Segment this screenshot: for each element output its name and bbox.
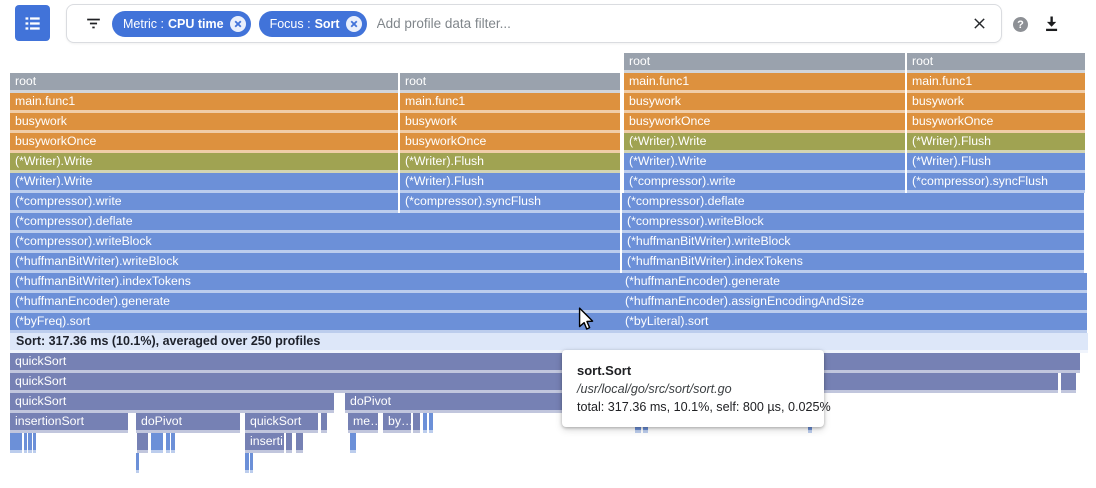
menu-button[interactable]	[15, 5, 50, 41]
flame-frame[interactable]	[286, 433, 292, 453]
flame-frame[interactable]	[296, 433, 303, 453]
flame-frame[interactable]: (*Writer).Flush	[907, 153, 1085, 173]
flame-frame[interactable]: root	[400, 73, 620, 93]
chip-value: CPU time	[167, 16, 224, 31]
flame-frame[interactable]: (*huffmanBitWriter).indexTokens	[10, 273, 620, 293]
flame-frame[interactable]: (*compressor).syncFlush	[907, 173, 1085, 193]
flame-frame[interactable]: (*compressor).write	[624, 173, 905, 193]
flame-frame[interactable]	[137, 433, 148, 453]
flame-frame[interactable]: quickSort	[10, 353, 1080, 373]
tooltip-source-path: /usr/local/go/src/sort/sort.go	[577, 382, 732, 396]
flame-frame[interactable]: (*Writer).Write	[10, 173, 398, 193]
flame-frame[interactable]: root	[907, 53, 1085, 73]
chip-list: Metric : CPU time Focus : Sort	[112, 10, 375, 37]
flame-frame[interactable]: (*compressor).deflate	[622, 193, 1084, 213]
flame-frame[interactable]: (*Writer).Flush	[400, 153, 620, 173]
flame-frame[interactable]: inserti…	[245, 433, 284, 453]
flame-frame[interactable]: (*Writer).Write	[10, 153, 398, 173]
flame-frame[interactable]	[24, 433, 27, 453]
chip-label: Focus :	[269, 16, 311, 31]
flame-frame[interactable]: busywork	[10, 113, 398, 133]
clear-filter-icon[interactable]	[971, 15, 988, 32]
flame-frame[interactable]: (*compressor).syncFlush	[400, 193, 620, 213]
flame-frame[interactable]: (*byFreq).sort	[10, 313, 620, 333]
flame-frame[interactable]: me…	[348, 413, 378, 433]
flame-frame[interactable]	[429, 413, 433, 433]
flame-frame[interactable]: (*huffmanBitWriter).indexTokens	[622, 253, 1084, 273]
chip-remove-icon[interactable]	[229, 15, 246, 32]
filter-chip[interactable]: Metric : CPU time	[112, 10, 251, 37]
flame-frame[interactable]: by…	[383, 413, 411, 433]
flame-frame[interactable]: (*huffmanBitWriter).writeBlock	[622, 233, 1084, 253]
flame-frame[interactable]: (*compressor).write	[10, 193, 398, 213]
flame-frame[interactable]: doPivot	[136, 413, 240, 433]
flame-frame[interactable]: quickSort	[10, 373, 1058, 393]
flame-frame[interactable]: busywork	[400, 113, 620, 133]
flame-frame[interactable]: (*huffmanEncoder).generate	[620, 273, 1087, 293]
chip-label: Metric :	[123, 16, 164, 31]
flame-frame[interactable]	[10, 433, 22, 453]
flame-frame[interactable]: main.func1	[907, 73, 1085, 93]
flame-frame[interactable]	[1061, 373, 1076, 393]
flame-frame[interactable]: (*huffmanEncoder).assignEncodingAndSize	[620, 293, 1087, 313]
help-icon[interactable]: ?	[1013, 17, 1028, 32]
flame-frame[interactable]: (*byLiteral).sort	[620, 313, 1087, 333]
flame-frame[interactable]	[350, 433, 356, 453]
flame-frame[interactable]	[151, 433, 163, 453]
focus-row[interactable]: Sort: 317.36 ms (10.1%), averaged over 2…	[10, 333, 1088, 353]
flame-frame[interactable]	[28, 433, 32, 453]
flame-frame[interactable]: (*huffmanBitWriter).writeBlock	[10, 253, 620, 273]
flame-frame[interactable]: root	[10, 73, 398, 93]
flame-frame[interactable]: (*huffmanEncoder).generate	[10, 293, 620, 313]
flame-frame[interactable]: busyworkOnce	[907, 113, 1085, 133]
flame-frame[interactable]: (*compressor).deflate	[10, 213, 620, 233]
filter-list-icon[interactable]	[84, 14, 103, 33]
flame-frame[interactable]	[321, 413, 327, 433]
flame-frame[interactable]: busyworkOnce	[400, 133, 620, 153]
flame-frame[interactable]: main.func1	[10, 93, 398, 113]
flame-frame[interactable]: (*Writer).Flush	[907, 133, 1085, 153]
help-glyph: ?	[1017, 18, 1024, 31]
flame-frame[interactable]: main.func1	[624, 73, 905, 93]
tooltip-stats: total: 317.36 ms, 10.1%, self: 800 µs, 0…	[577, 400, 831, 414]
flame-frame[interactable]: quickSort	[10, 393, 334, 413]
flame-frame[interactable]: (*Writer).Flush	[400, 173, 620, 193]
flame-frame[interactable]: (*Writer).Write	[624, 133, 905, 153]
chip-value: Sort	[314, 16, 340, 31]
flame-frame[interactable]: main.func1	[400, 93, 620, 113]
flame-frame[interactable]: busywork	[907, 93, 1085, 113]
flame-frame[interactable]	[166, 433, 170, 453]
download-icon[interactable]	[1041, 13, 1062, 39]
tooltip-function-name: sort.Sort	[577, 363, 632, 378]
flame-frame[interactable]	[33, 433, 36, 453]
flame-frame[interactable]: (*Writer).Write	[624, 153, 905, 173]
flame-frame[interactable]: root	[624, 53, 905, 73]
flame-frame[interactable]	[250, 453, 253, 473]
filter-chip[interactable]: Focus : Sort	[258, 10, 367, 37]
tooltip: sort.Sort /usr/local/go/src/sort/sort.go…	[562, 350, 831, 427]
chip-remove-icon[interactable]	[345, 15, 362, 32]
flame-frame[interactable]: quickSort	[245, 413, 318, 433]
flame-frame[interactable]: (*compressor).writeBlock	[10, 233, 620, 253]
flame-frame[interactable]	[413, 413, 420, 433]
flame-frame[interactable]: insertionSort	[10, 413, 128, 433]
filter-input[interactable]	[374, 15, 963, 32]
flame-frame[interactable]: (*compressor).writeBlock	[622, 213, 1084, 233]
flame-frame[interactable]: busyworkOnce	[624, 113, 905, 133]
flame-frame[interactable]	[136, 453, 139, 473]
flame-frame[interactable]	[245, 453, 249, 473]
profile-filter-bar: Metric : CPU time Focus : Sort	[66, 4, 1002, 43]
flame-frame[interactable]	[423, 413, 427, 433]
flame-frame[interactable]: busyworkOnce	[10, 133, 398, 153]
view-list-icon	[22, 13, 43, 34]
flame-frame[interactable]	[171, 433, 175, 453]
flame-frame[interactable]: busywork	[624, 93, 905, 113]
